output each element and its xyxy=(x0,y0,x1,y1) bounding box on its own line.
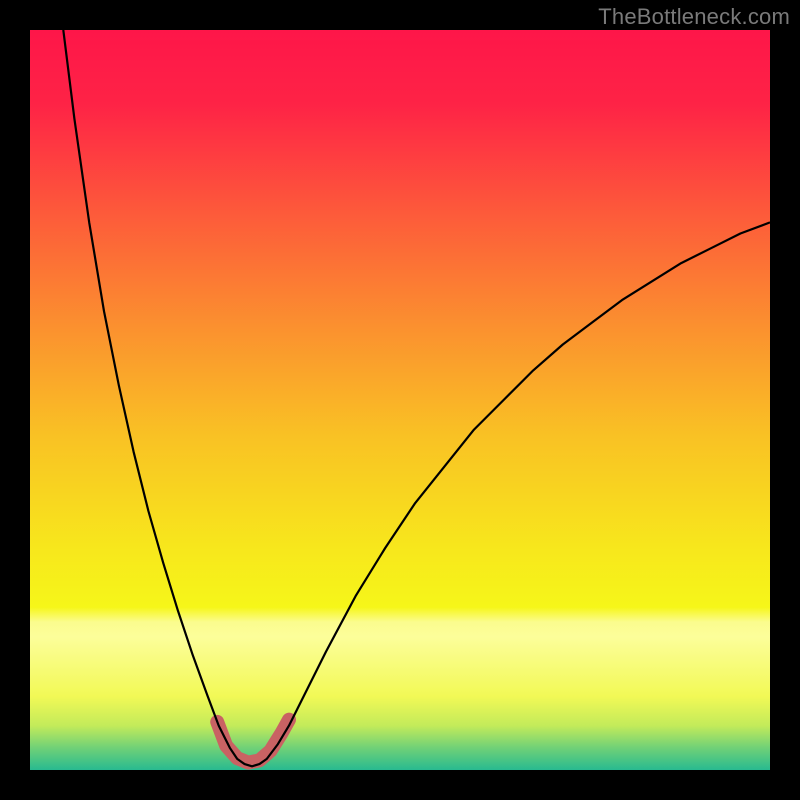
chart-background xyxy=(30,30,770,770)
watermark-text: TheBottleneck.com xyxy=(598,4,790,30)
bottleneck-chart xyxy=(0,0,800,800)
